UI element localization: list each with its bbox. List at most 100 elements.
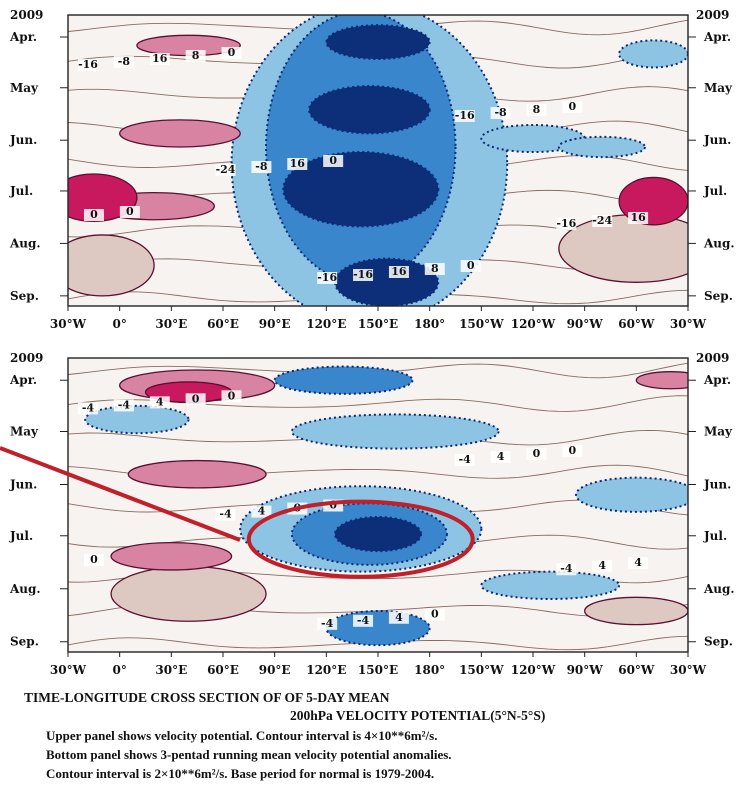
contour-label: 0: [192, 392, 200, 405]
month-label-left: Aug.: [9, 236, 41, 250]
month-label-right: May: [704, 81, 733, 95]
x-tick-label: 120°W: [511, 317, 556, 331]
x-tick-label: 180°: [414, 317, 445, 331]
month-label-right: Apr.: [703, 30, 731, 44]
contour-label: -4: [459, 453, 472, 466]
x-tick-label: 30°E: [155, 663, 187, 677]
negative-region: [282, 151, 440, 228]
contour-label: 0: [467, 259, 475, 272]
month-label-right: Apr.: [703, 373, 731, 387]
x-tick-label: 150°W: [459, 317, 504, 331]
contour-label: 0: [126, 205, 134, 218]
contour-label-bg: [454, 454, 475, 467]
year-label-left: 2009: [10, 351, 43, 365]
contour-label: -4: [219, 508, 232, 521]
contour-label-bg: [221, 47, 242, 59]
contour-label: 16: [391, 265, 407, 278]
contour-label-bg: [628, 557, 649, 570]
contour-label: -16: [353, 268, 373, 281]
shaded-fields: [68, 362, 688, 651]
contour-label: 0: [569, 100, 577, 113]
month-label-left: Sep.: [10, 635, 39, 649]
x-tick-label: 120°W: [511, 663, 556, 677]
positive-region: [584, 596, 688, 626]
contour-label-bg: [149, 396, 170, 409]
contour-label: -4: [82, 401, 95, 414]
negative-region: [575, 476, 688, 513]
contour-label-bg: [113, 56, 134, 68]
contour-label-bg: [251, 161, 272, 173]
contour-label-bg: [556, 563, 577, 576]
negative-region: [325, 24, 431, 60]
contour-label: -8: [255, 160, 268, 173]
contour-label-bg: [592, 215, 613, 227]
year-label-left: 2009: [10, 8, 43, 22]
contour-label-bg: [251, 505, 272, 518]
x-tick-label: 90°W: [567, 317, 604, 331]
month-label-right: Aug.: [703, 236, 735, 250]
contour-label: 0: [431, 608, 439, 621]
month-label-right: Jun.: [703, 477, 731, 491]
contour-label-bg: [526, 447, 547, 460]
contour-label: 0: [90, 553, 98, 566]
contour-label-bg: [185, 393, 206, 406]
contour-label-bg: [119, 206, 140, 218]
x-tick-label: 60°W: [618, 663, 655, 677]
contour-label: 0: [90, 208, 98, 221]
contour-label: -4: [118, 398, 131, 411]
contour-label: 4: [258, 505, 266, 518]
contour-label-bg: [78, 402, 98, 415]
month-label-left: May: [10, 81, 39, 95]
contour-label: 8: [431, 262, 439, 275]
contour-label-bg: [323, 155, 344, 167]
contour-label-bg: [490, 450, 511, 463]
contour-label: 0: [329, 499, 337, 512]
x-tick-label: 90°E: [259, 663, 291, 677]
positive-region: [127, 459, 267, 489]
contour-label-bg: [221, 390, 242, 403]
x-tick-label: 30°W: [670, 663, 707, 677]
contour-label-bg: [83, 209, 104, 221]
contour-label-bg: [388, 611, 409, 624]
contour-label-bg: [424, 263, 445, 275]
month-label-right: Jul.: [703, 529, 727, 543]
caption-title: TIME-LONGITUDE CROSS SECTION OF OF 5-DAY…: [24, 690, 390, 705]
x-tick-label: 150°E: [358, 663, 398, 677]
year-label-right: 2009: [696, 8, 729, 22]
negative-region: [557, 135, 646, 159]
positive-region: [635, 371, 688, 390]
negative-region: [325, 609, 431, 647]
contour-label-bg: [287, 158, 308, 170]
contour-label-bg: [317, 617, 338, 630]
month-label-left: Apr.: [9, 30, 37, 44]
caption-line-1: Upper panel shows velocity potential. Co…: [46, 728, 438, 743]
contour-label: 4: [497, 450, 505, 463]
month-label-right: Aug.: [703, 582, 735, 596]
contour-label: 16: [152, 52, 168, 65]
x-tick-label: 0°: [112, 317, 126, 331]
contour-label-bg: [78, 59, 98, 71]
caption-subtitle: 200hPa VELOCITY POTENTIAL(5°N-5°S): [290, 708, 546, 723]
annotation-ellipse: [246, 499, 475, 579]
month-label-left: Jun.: [9, 133, 37, 147]
contour-label: -4: [560, 562, 573, 575]
contour-label: 0: [329, 154, 337, 167]
contour-label: -4: [321, 617, 334, 630]
contour-label: 16: [630, 211, 646, 224]
contour-label-bg: [556, 218, 577, 230]
contour-label-bg: [628, 212, 649, 224]
x-tick-label: 60°E: [207, 317, 239, 331]
contour-label-bg: [562, 101, 583, 113]
month-label-left: May: [10, 425, 39, 439]
x-tick-label: 30°W: [50, 317, 87, 331]
annotation-pointer: [0, 446, 241, 542]
contour-label-bg: [454, 110, 475, 122]
contour-label: 0: [569, 444, 577, 457]
month-label-right: May: [704, 425, 733, 439]
shaded-fields: [68, 15, 688, 306]
negative-region: [333, 515, 423, 553]
positive-region: [110, 565, 267, 622]
contour-label: 0: [228, 389, 236, 402]
contour-label: 4: [598, 559, 606, 572]
